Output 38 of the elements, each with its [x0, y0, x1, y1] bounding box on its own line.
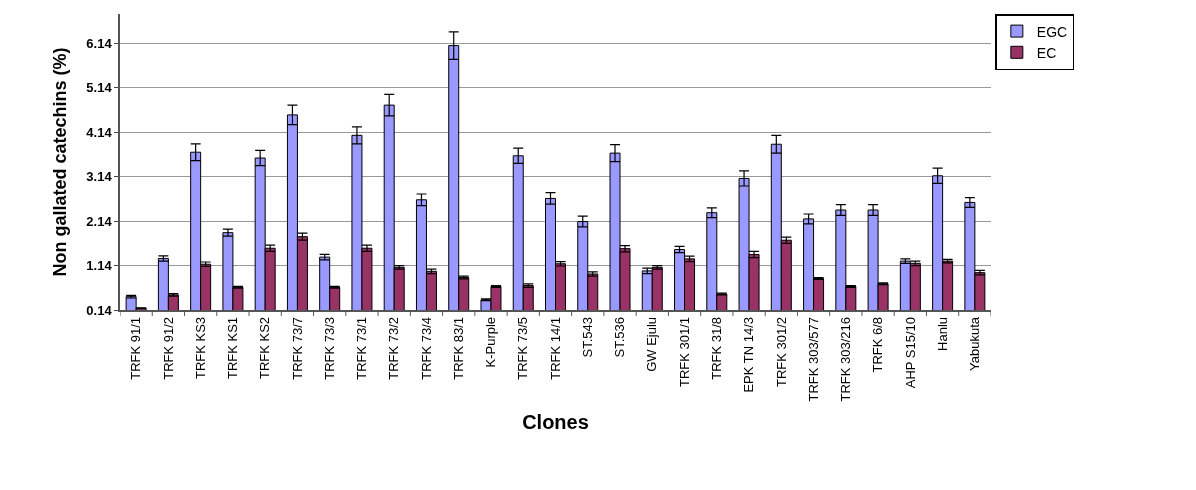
y-tick-label: 3.14	[86, 169, 113, 185]
x-tick-label: ST.543	[579, 316, 595, 358]
legend-label: EGC	[1036, 23, 1068, 40]
x-tick-label: TRFK 73/2	[386, 316, 402, 380]
x-tick-label: TRFK 6/8	[870, 316, 886, 373]
x-tick-label: TRFK 303/577	[805, 316, 821, 402]
x-tick-label: TRFK 73/3	[321, 316, 337, 380]
x-tick-label: Yabukuta	[967, 316, 983, 371]
x-tick-label: TRFK 91/2	[160, 316, 176, 380]
x-tick-label: TRFK KS1	[225, 316, 241, 380]
x-tick-label: TRFK KS3	[192, 316, 208, 380]
x-tick-label: TRFK 14/1	[547, 316, 563, 380]
x-tick-label: TRFK KS2	[257, 316, 273, 380]
x-tick-label: TRFK 73/1	[354, 316, 370, 380]
x-tick-label: EPK TN 14/3	[741, 316, 757, 393]
y-tick-label: 1.14	[86, 258, 113, 274]
y-tick-label: 5.14	[86, 80, 113, 96]
y-tick-label: 4.14	[86, 124, 113, 140]
y-axis-title: Non gallated catechins (%)	[50, 47, 71, 277]
x-tick-label: TRFK 73/7	[289, 316, 305, 380]
x-tick-label: TRFK 31/8	[709, 316, 725, 380]
x-tick-label: TRFK 301/2	[773, 316, 789, 388]
x-tick-label: GW Ejulu	[644, 316, 660, 372]
x-tick-label: TRFK 303/216	[838, 316, 854, 402]
x-tick-label: ST.536	[612, 316, 628, 358]
x-tick-label: K-Purple	[483, 316, 499, 368]
x-tick-label: TRFK 83/1	[450, 316, 466, 380]
y-tick-label: 6.14	[86, 35, 113, 51]
x-axis-title: Clones	[522, 411, 589, 434]
y-tick-label: 0.14	[86, 302, 113, 318]
x-tick-label: Hanlu	[934, 316, 950, 351]
y-tick-label: 2.14	[86, 213, 113, 229]
x-tick-label: TRFK 73/5	[515, 316, 531, 380]
x-tick-label: TRFK 301/1	[676, 316, 692, 388]
x-tick-label: AHP S15/10	[902, 316, 918, 389]
x-tick-label: TRFK 91/1	[128, 316, 144, 380]
legend-label: EC	[1036, 44, 1057, 61]
x-tick-label: TRFK 73/4	[418, 316, 434, 380]
